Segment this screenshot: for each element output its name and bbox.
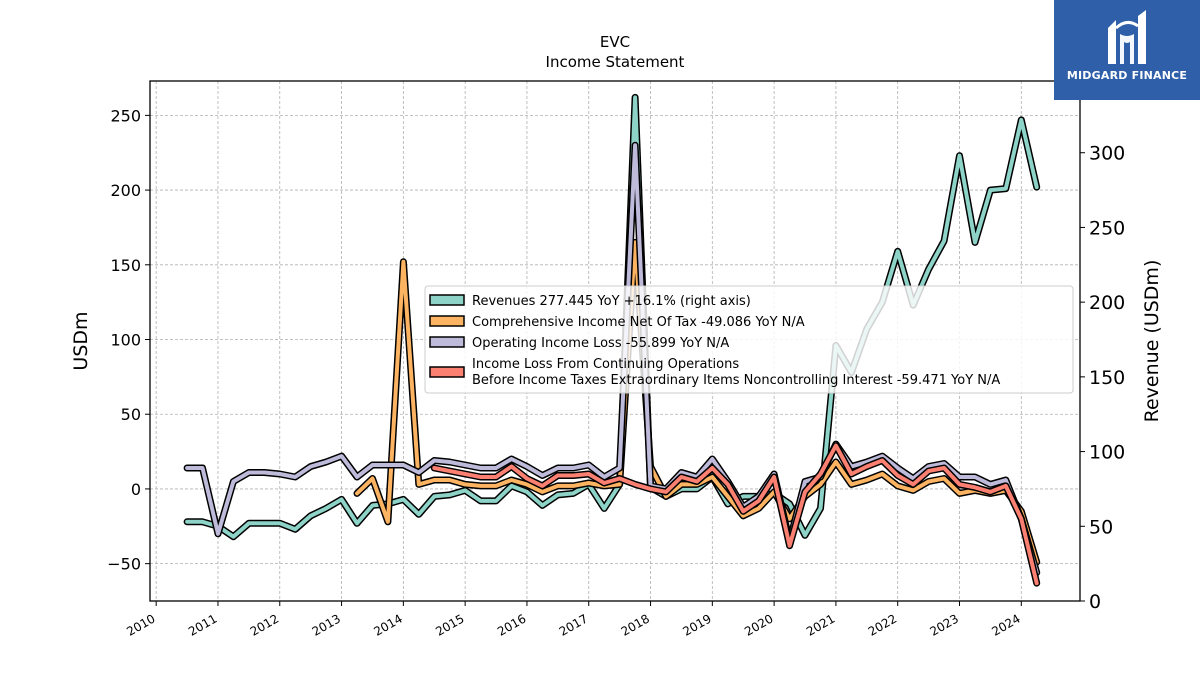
legend-box [424, 285, 1074, 394]
series-line-3 [432, 443, 1039, 586]
x-tick-label: 2016 [495, 611, 528, 638]
y-right-tick-label: 200 [1089, 292, 1125, 314]
y-axis-right-label: Revenue (USDm) [1141, 260, 1163, 423]
midgard-logo-icon [1108, 10, 1146, 64]
x-tick-label: 2014 [371, 611, 404, 638]
chart-subtitle: Income Statement [546, 53, 685, 71]
legend-swatch-1 [429, 315, 465, 327]
y-axis-label: USDm [70, 311, 92, 370]
plot-frame [149, 80, 1081, 602]
y-right-tick-label: 300 [1089, 143, 1125, 165]
x-tick-label: 2019 [680, 611, 713, 638]
x-tick-label: 2010 [124, 611, 157, 638]
series-line-0 [185, 95, 1039, 539]
x-tick-label: 2015 [433, 611, 466, 638]
y-right-tick-label: 50 [1089, 516, 1113, 538]
y-tick-label: 0 [131, 480, 141, 499]
legend-label-1: Comprehensive Income Net Of Tax -49.086 … [472, 315, 805, 330]
x-tick-label: 2020 [742, 611, 775, 638]
y-tick-label: −50 [107, 555, 141, 574]
legend-swatch-3 [429, 366, 465, 378]
y-tick-label: 150 [110, 256, 141, 275]
x-tick-label: 2018 [619, 611, 652, 638]
x-tick-label: 2012 [248, 611, 281, 638]
series-line-2 [185, 143, 1039, 575]
y-tick-label: 250 [110, 106, 141, 125]
legend-label-2: Operating Income Loss -55.899 YoY N/A [472, 336, 729, 351]
legend-label-3: Income Loss From Continuing Operations [472, 357, 739, 372]
x-tick-label: 2011 [186, 611, 219, 638]
series-lines [183, 93, 1041, 587]
logo: MIDGARD FINANCE [1054, 0, 1200, 100]
y-tick-label: 100 [110, 331, 141, 350]
y-right-tick-label: 0 [1089, 591, 1101, 613]
legend-swatch-0 [429, 294, 465, 306]
x-tick-label: 2017 [557, 611, 590, 638]
legend-swatch-2 [429, 336, 465, 348]
legend-label-3: Before Income Taxes Extraordinary Items … [472, 373, 1000, 388]
y-tick-label: 50 [121, 405, 141, 424]
y-right-tick-label: 100 [1089, 442, 1125, 464]
y-tick-label: 200 [110, 181, 141, 200]
x-tick-label: 2013 [310, 611, 343, 638]
y-right-tick-label: 250 [1089, 217, 1125, 239]
legend: Revenues 277.445 YoY +16.1% (right axis)… [424, 285, 1074, 394]
logo-text: MIDGARD FINANCE [1066, 69, 1188, 82]
x-tick-label: 2024 [989, 611, 1022, 638]
x-tick-label: 2021 [804, 611, 837, 638]
y-right-tick-label: 150 [1089, 367, 1125, 389]
x-tick-label: 2022 [866, 611, 899, 638]
legend-label-0: Revenues 277.445 YoY +16.1% (right axis) [472, 294, 751, 309]
x-tick-label: 2023 [928, 611, 961, 638]
chart-title: EVC [600, 33, 630, 51]
